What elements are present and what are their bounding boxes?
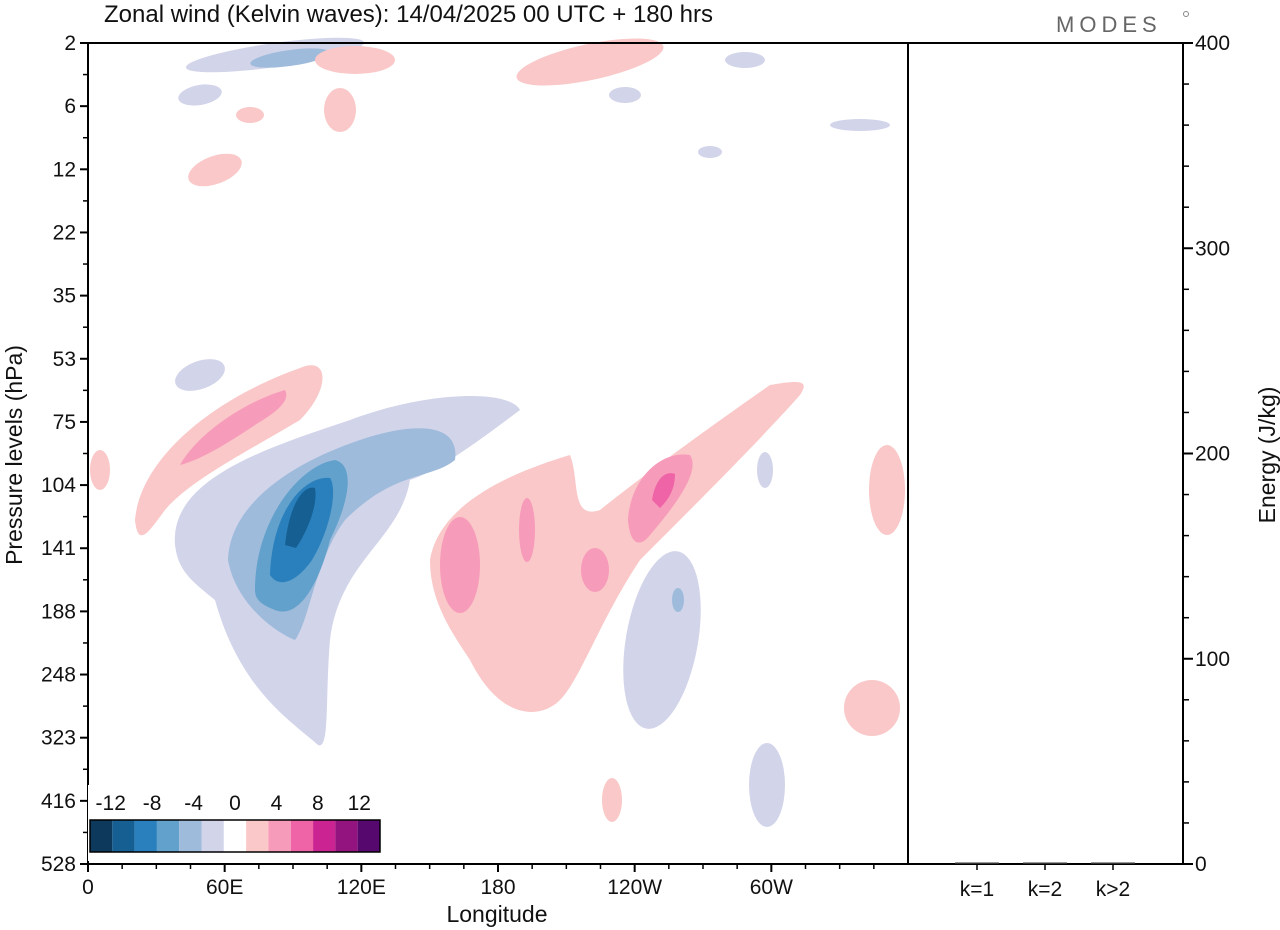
contour-negative: [250, 48, 330, 68]
energy-bars: k=1 k=2 k>2: [955, 862, 1135, 901]
colorbar: -12 -8 -4 0 4 8 12: [88, 785, 393, 861]
y-tick-label: 141: [41, 537, 76, 560]
contour-negative: [175, 359, 225, 391]
longitude-axis: 0 60E 120E 180 120W 60W: [82, 864, 875, 899]
colorbar-swatch: [90, 820, 113, 852]
y-tick-label: 528: [41, 853, 76, 876]
y-tick-label: 35: [53, 285, 76, 308]
y-tick-label: 188: [41, 600, 76, 623]
y-tick-label: 2: [64, 32, 76, 55]
y-tick-label: 323: [41, 727, 76, 750]
energy-tick-label: 200: [1195, 443, 1230, 466]
colorbar-swatch: [179, 820, 202, 852]
contour-positive: [188, 153, 242, 187]
contour-positive: [602, 778, 622, 822]
x-tick-label: 0: [82, 876, 94, 899]
colorbar-tick-label: -12: [96, 792, 126, 815]
contour-positive: [315, 46, 395, 74]
contour-negative: [725, 52, 765, 68]
energy-plot-frame: [907, 42, 1184, 865]
colorbar-swatch: [357, 820, 380, 852]
contour-positive: [519, 498, 535, 562]
colorbar-border: [89, 819, 381, 853]
energy-category-label: k=1: [960, 878, 994, 901]
x-tick-label: 180: [480, 876, 515, 899]
y-tick-label: 104: [41, 474, 76, 497]
contour-positive: [90, 450, 110, 490]
y-tick-label: 22: [53, 221, 76, 244]
pressure-axis: 2 6 12 22 35 53 75 104 141 188 248 323 416 528: [41, 32, 88, 876]
colorbar-tick-label: 12: [348, 792, 371, 815]
colorbar-swatch: [134, 820, 157, 852]
energy-category-label: k>2: [1096, 878, 1130, 901]
colorbar-swatch: [156, 820, 180, 852]
x-axis-label: Longitude: [446, 901, 547, 927]
contour-positive: [324, 88, 356, 132]
x-tick-label: 60E: [206, 876, 243, 899]
contour-positive: [581, 548, 609, 592]
colorbar-swatch: [201, 820, 224, 852]
contour-negative: [178, 84, 222, 106]
y-tick-label: 6: [64, 95, 76, 118]
energy-category-label: k=2: [1028, 878, 1062, 901]
energy-tick-label: 0: [1195, 853, 1207, 876]
x-tick-label: 120E: [337, 876, 386, 899]
colorbar-tick-label: 8: [312, 792, 324, 815]
contour-positive: [516, 38, 664, 86]
contour-negative: [749, 743, 785, 827]
modes-logo: MODES: [1056, 12, 1162, 37]
y-tick-label: 12: [53, 158, 76, 181]
colorbar-tick-label: -4: [184, 792, 203, 815]
contour-positive: [652, 473, 675, 508]
contour-positive: [869, 445, 905, 535]
y-axis-label: Pressure levels (hPa): [1, 345, 27, 565]
contour-positive: [236, 107, 264, 123]
contour-negative: [672, 588, 684, 612]
colorbar-tick-label: 4: [271, 792, 283, 815]
contour-negative: [609, 87, 641, 103]
colorbar-tick-label: 0: [229, 792, 241, 815]
energy-axis: 0 100 200 300 400: [1183, 32, 1230, 876]
contour-positive: [180, 390, 287, 465]
energy-bar-k>2: [1091, 862, 1135, 864]
y-tick-label: 248: [41, 664, 76, 687]
colorbar-swatch: [268, 820, 291, 852]
energy-bar-k=1: [955, 862, 999, 864]
colorbar-swatch: [112, 820, 135, 852]
contour-negative: [830, 119, 890, 131]
wind-field: [90, 37, 905, 827]
energy-tick-label: 100: [1195, 648, 1230, 671]
x-tick-label: 120W: [607, 876, 662, 899]
colorbar-swatch: [246, 820, 269, 852]
contour-positive: [440, 517, 480, 613]
energy-tick-label: 300: [1195, 237, 1230, 260]
x-tick-label: 60W: [750, 876, 793, 899]
contour-negative: [757, 452, 773, 488]
chart-title: Zonal wind (Kelvin waves): 14/04/2025 00…: [104, 1, 713, 28]
colorbar-tick-label: -8: [143, 792, 162, 815]
y-tick-label: 416: [41, 790, 76, 813]
contour-negative: [174, 396, 520, 746]
contour-negative: [285, 487, 316, 548]
colorbar-swatch: [290, 820, 314, 852]
y-tick-label: 53: [53, 348, 76, 371]
colorbar-swatch: [313, 820, 336, 852]
colorbar-swatch: [223, 820, 247, 852]
contour-positive: [844, 680, 900, 736]
contour-positive: [430, 382, 804, 712]
energy-axis-label: Energy (J/kg): [1254, 387, 1280, 524]
colorbar-swatch: [335, 820, 358, 852]
energy-bar-k=2: [1023, 862, 1067, 864]
y-tick-label: 75: [53, 411, 76, 434]
energy-tick-label: 400: [1195, 32, 1230, 55]
contour-negative: [698, 146, 722, 158]
logo-registered-mark: [1183, 11, 1189, 17]
